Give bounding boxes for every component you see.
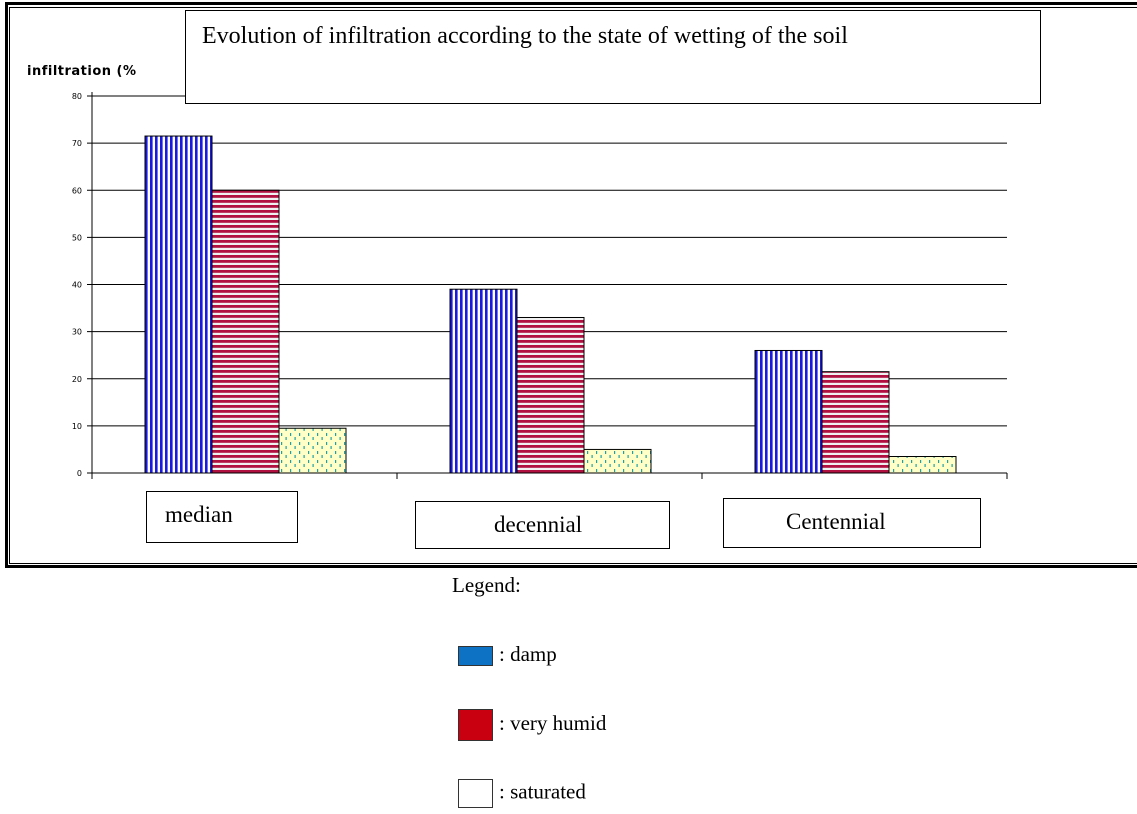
y-tick-label: 0 [77, 469, 82, 478]
legend-swatch-damp [458, 646, 493, 667]
legend-label-saturated: : saturated [499, 779, 586, 804]
chart-inner-frame [9, 7, 1137, 564]
bar-chart: 0 10 20 30 40 50 60 70 80 [72, 92, 1008, 479]
bar-saturated-centennial [888, 456, 957, 474]
legend-swatch-very-humid [458, 709, 493, 741]
legend-title: Legend: [452, 573, 521, 597]
category-label-median: median [146, 491, 298, 543]
legend-swatch-saturated [458, 779, 493, 808]
bar-saturated-decennial [583, 448, 652, 474]
y-tick-label: 40 [72, 281, 82, 290]
legend-label-damp: : damp [499, 642, 557, 666]
legend-item-damp: : damp [458, 642, 557, 667]
legend-item-saturated: : saturated [458, 779, 586, 808]
bar-saturated-median [278, 427, 347, 474]
legend-item-very-humid: : very humid [458, 709, 606, 741]
bar-damp-centennial [754, 349, 823, 474]
category-label-decennial: decennial [415, 501, 670, 549]
legend-label-very-humid: : very humid [499, 710, 607, 735]
bar-damp-decennial [449, 288, 518, 474]
chart-title: Evolution of infiltration according to t… [185, 10, 1041, 104]
y-tick-label: 10 [72, 422, 82, 431]
y-tick-label: 20 [72, 375, 82, 384]
y-tick-label: 30 [72, 328, 82, 337]
bar-very-humid-centennial [821, 371, 890, 474]
bar-very-humid-median [211, 189, 280, 474]
bar-very-humid-decennial [516, 316, 585, 474]
bar-damp-median [144, 135, 213, 474]
y-tick-label: 80 [72, 92, 82, 101]
y-axis-label: infiltration (% [27, 64, 137, 79]
chart-outer-frame [5, 2, 1137, 568]
category-label-centennial: Centennial [723, 498, 981, 548]
y-tick-label: 50 [72, 233, 82, 242]
y-tick-label: 70 [72, 139, 82, 148]
y-tick-label: 60 [72, 186, 82, 195]
